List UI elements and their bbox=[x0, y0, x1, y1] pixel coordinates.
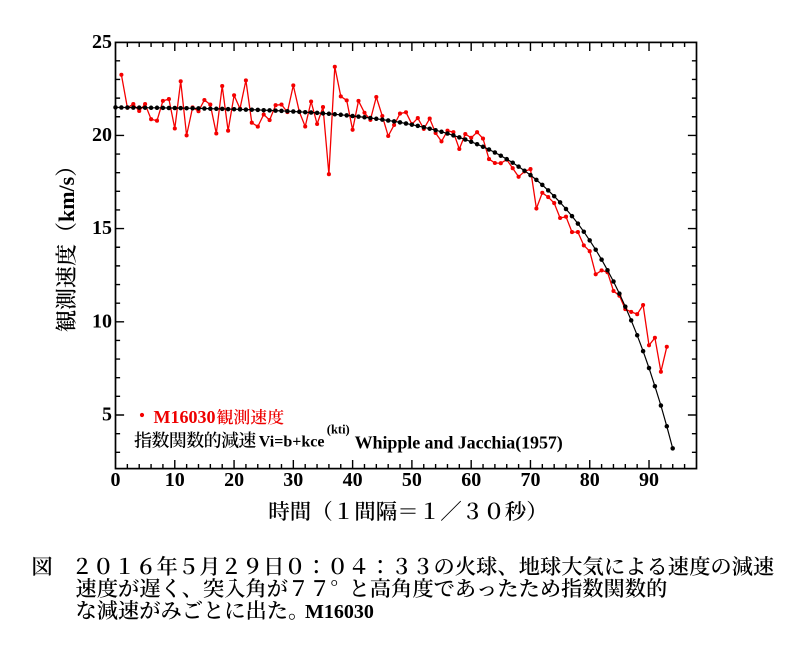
svg-text:15: 15 bbox=[92, 217, 112, 239]
svg-text:0: 0 bbox=[111, 469, 121, 491]
svg-text:M16030: M16030 bbox=[305, 601, 374, 623]
svg-text:20: 20 bbox=[224, 469, 244, 491]
svg-text:50: 50 bbox=[402, 469, 422, 491]
svg-text:(kti): (kti) bbox=[327, 423, 350, 437]
svg-text:20: 20 bbox=[92, 124, 112, 146]
svg-text:M16030: M16030 bbox=[154, 407, 216, 427]
svg-text:40: 40 bbox=[343, 469, 363, 491]
svg-text:70: 70 bbox=[521, 469, 541, 491]
svg-text:90: 90 bbox=[639, 469, 659, 491]
svg-text:25: 25 bbox=[92, 31, 112, 53]
svg-text:30: 30 bbox=[283, 469, 303, 491]
svg-text:60: 60 bbox=[461, 469, 481, 491]
svg-text:10: 10 bbox=[92, 310, 112, 332]
svg-text:10: 10 bbox=[165, 469, 185, 491]
svg-text:Whipple and Jacchia(1957): Whipple and Jacchia(1957) bbox=[355, 433, 563, 454]
svg-text:km/s: km/s bbox=[54, 176, 79, 222]
svg-text:80: 80 bbox=[580, 469, 600, 491]
svg-text:Vi=b+kce: Vi=b+kce bbox=[259, 434, 325, 451]
svg-text:5: 5 bbox=[102, 404, 112, 426]
